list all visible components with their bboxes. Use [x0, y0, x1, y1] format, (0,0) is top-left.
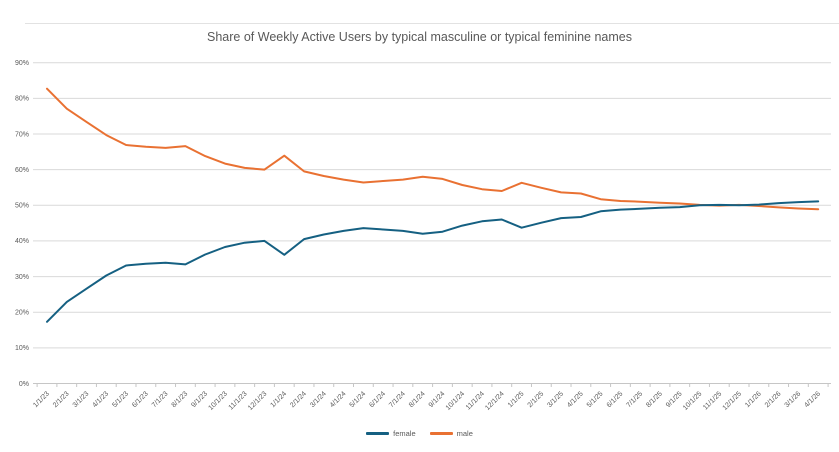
gridlines: [33, 62, 831, 349]
chart-title: Share of Weekly Active Users by typical …: [207, 30, 632, 44]
svg-text:11/1/23: 11/1/23: [228, 390, 249, 411]
svg-text:90%: 90%: [15, 60, 29, 67]
svg-text:12/1/25: 12/1/25: [722, 390, 744, 412]
svg-text:0%: 0%: [19, 381, 29, 388]
svg-text:3/1/26: 3/1/26: [784, 390, 803, 409]
legend-label-female: female: [393, 429, 416, 438]
svg-text:6/1/24: 6/1/24: [368, 390, 387, 409]
x-axis-labels: 1/1/23 2/1/23 3/1/23 4/1/23 5/1/23 6/1/23 7/1/…: [32, 390, 822, 412]
svg-text:8/1/25: 8/1/25: [645, 390, 664, 409]
legend: female male: [0, 429, 839, 438]
svg-text:9/1/23: 9/1/23: [190, 390, 209, 409]
svg-text:3/1/23: 3/1/23: [72, 390, 91, 409]
svg-text:1/1/24: 1/1/24: [269, 390, 288, 409]
legend-item-male[interactable]: male: [429, 429, 473, 438]
female-line-swatch: [366, 432, 390, 435]
top-divider: [25, 23, 839, 24]
svg-text:11/1/24: 11/1/24: [465, 390, 486, 411]
svg-text:7/1/25: 7/1/25: [625, 390, 644, 409]
y-axis-labels: 0% 10% 20% 30% 40% 50% 60% 70% 80% 90%: [15, 60, 29, 388]
male-line[interactable]: [46, 87, 820, 211]
svg-text:20%: 20%: [15, 310, 29, 317]
svg-text:12/1/24: 12/1/24: [484, 390, 506, 412]
svg-text:5/1/23: 5/1/23: [111, 390, 130, 409]
svg-text:1/1/25: 1/1/25: [507, 390, 526, 409]
svg-text:6/1/25: 6/1/25: [606, 390, 625, 409]
svg-text:5/1/25: 5/1/25: [586, 390, 605, 409]
svg-text:2/1/23: 2/1/23: [52, 390, 71, 409]
legend-item-female[interactable]: female: [366, 429, 416, 438]
svg-text:6/1/23: 6/1/23: [131, 390, 150, 409]
svg-text:2/1/25: 2/1/25: [527, 390, 546, 409]
svg-text:10/1/24: 10/1/24: [445, 390, 467, 412]
svg-text:40%: 40%: [15, 238, 29, 245]
svg-text:70%: 70%: [15, 131, 29, 138]
svg-text:2/1/24: 2/1/24: [289, 390, 308, 409]
svg-text:4/1/25: 4/1/25: [566, 390, 585, 409]
svg-text:12/1/23: 12/1/23: [247, 390, 269, 412]
svg-text:80%: 80%: [15, 96, 29, 103]
svg-text:1/1/26: 1/1/26: [744, 390, 763, 409]
svg-text:3/1/25: 3/1/25: [546, 390, 565, 409]
svg-text:9/1/24: 9/1/24: [428, 390, 447, 409]
svg-text:2/1/26: 2/1/26: [764, 390, 783, 409]
svg-text:10/1/23: 10/1/23: [207, 390, 229, 412]
svg-text:1/1/23: 1/1/23: [32, 390, 51, 409]
x-axis: [33, 383, 831, 387]
svg-text:30%: 30%: [15, 274, 29, 281]
svg-text:8/1/24: 8/1/24: [408, 390, 427, 409]
svg-text:60%: 60%: [15, 167, 29, 174]
svg-text:10%: 10%: [15, 345, 29, 352]
svg-text:9/1/25: 9/1/25: [665, 390, 684, 409]
svg-text:50%: 50%: [15, 203, 29, 210]
svg-text:8/1/23: 8/1/23: [171, 390, 190, 409]
female-line[interactable]: [46, 200, 820, 323]
svg-text:4/1/24: 4/1/24: [329, 390, 348, 409]
svg-text:7/1/24: 7/1/24: [388, 390, 407, 409]
legend-label-male: male: [456, 429, 473, 438]
svg-text:4/1/23: 4/1/23: [92, 390, 111, 409]
svg-text:4/1/26: 4/1/26: [803, 390, 822, 409]
male-line-swatch: [429, 432, 453, 435]
svg-text:3/1/24: 3/1/24: [309, 390, 328, 409]
svg-text:7/1/23: 7/1/23: [151, 390, 170, 409]
svg-text:10/1/25: 10/1/25: [682, 390, 704, 412]
svg-text:5/1/24: 5/1/24: [349, 390, 368, 409]
svg-text:11/1/25: 11/1/25: [702, 390, 723, 411]
